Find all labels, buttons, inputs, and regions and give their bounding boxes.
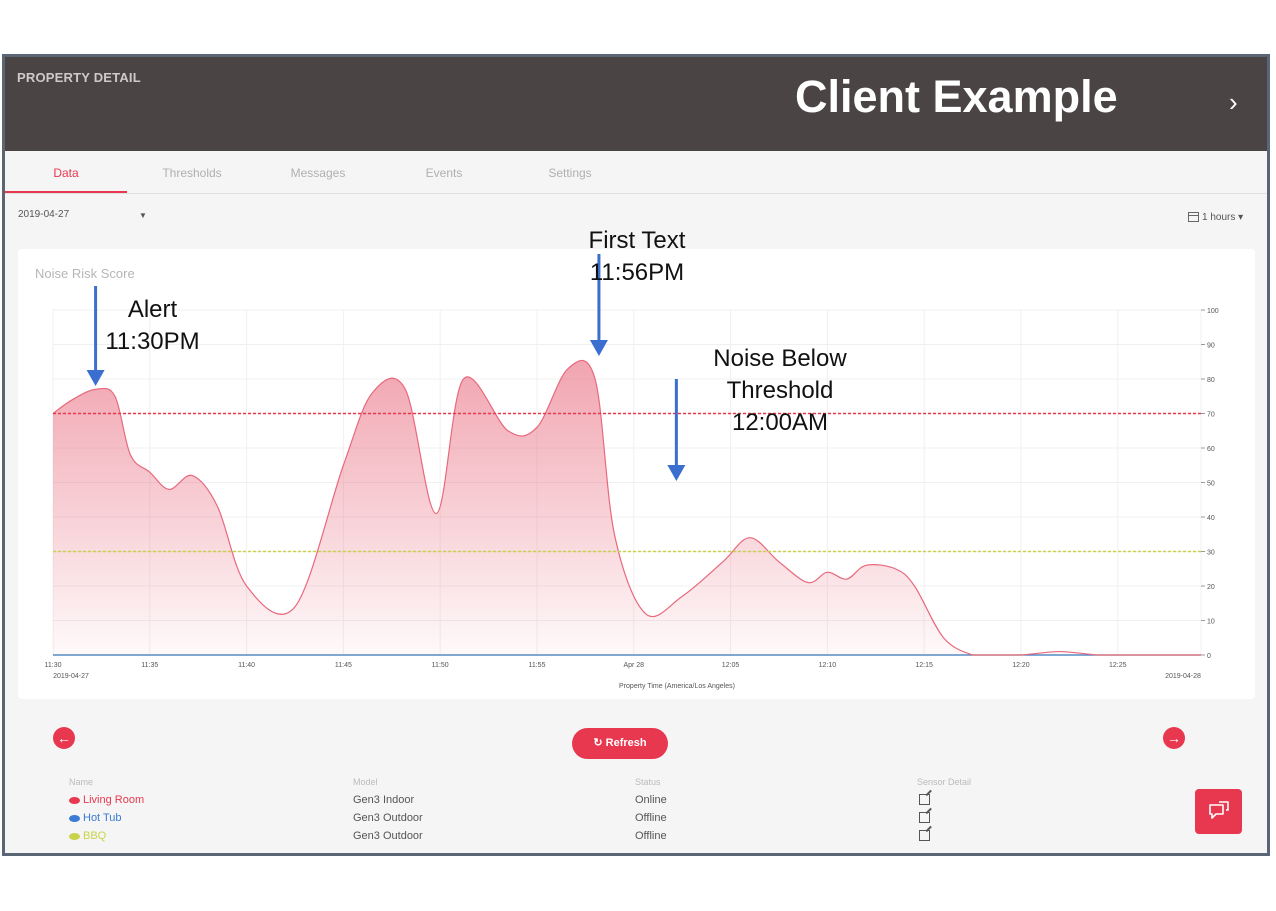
y-tick-label: 50 [1207, 481, 1215, 488]
x-tick-label: 12:10 [819, 662, 837, 669]
noise-below-annotation-line2: Threshold [726, 377, 834, 404]
date-select[interactable]: 2019-04-27 [18, 209, 70, 220]
eye-icon [69, 832, 80, 840]
chat-icon [1209, 801, 1229, 819]
y-tick-label: 0 [1207, 653, 1211, 660]
noise-below-annotation: Noise Below Threshold 12:00AM [695, 343, 865, 439]
tab-events[interactable]: Events [425, 166, 463, 180]
x-tick-label: 11:55 [528, 662, 545, 669]
alert-annotation-line2: 11:30PM [105, 328, 200, 355]
sensor-status: Online [635, 794, 667, 806]
alert-arrow-icon [86, 286, 105, 386]
sensor-model: Gen3 Outdoor [353, 830, 423, 842]
header-name: Name [69, 777, 94, 787]
series-line-living-room [52, 359, 1201, 656]
y-tick-label: 30 [1207, 550, 1215, 557]
noise-chart: 0 10 20 30 40 50 60 70 80 90 100 11:30 2019-04-27 11:… [45, 254, 1219, 690]
y-tick-label: 20 [1207, 584, 1215, 591]
y-tick-label: 90 [1207, 343, 1215, 350]
noise-below-annotation-line3: 12:00AM [731, 409, 829, 436]
edit-icon [919, 794, 930, 805]
x-tick-label: Apr 28 [623, 662, 644, 669]
first-text-annotation-line2: 11:56PM [589, 259, 685, 286]
x-tick-sublabel: 2019-04-27 [53, 673, 89, 680]
y-tick-label: 10 [1207, 619, 1215, 626]
x-tick-label: 12:05 [722, 662, 740, 669]
tab-data[interactable]: Data [5, 151, 127, 193]
sensor-name-label: Living Room [83, 794, 145, 806]
sensor-detail-link[interactable] [919, 812, 930, 826]
sensor-model: Gen3 Indoor [353, 794, 415, 806]
y-tick-label: 60 [1207, 446, 1215, 453]
sensor-name-hot-tub[interactable]: Hot Tub [69, 812, 122, 824]
y-tick-label: 70 [1207, 412, 1215, 419]
refresh-button[interactable]: ↻ Refresh [572, 728, 668, 759]
series-area-living-room [53, 360, 1201, 655]
next-arrow-icon[interactable]: → [1163, 727, 1185, 749]
caret-down-icon: ▼ [139, 211, 147, 220]
refresh-label: Refresh [605, 737, 647, 749]
chevron-right-icon[interactable]: › [1229, 87, 1238, 117]
client-example-label: Client Example [795, 71, 1118, 122]
x-tick-sublabel: 2019-04-28 [1165, 673, 1201, 680]
prev-arrow-icon[interactable]: ← [53, 727, 75, 749]
x-axis-label: Property Time (America/Los Angeles) [619, 683, 735, 690]
chart-title: Noise Risk Score [35, 266, 135, 281]
x-tick-label: 11:45 [335, 662, 352, 669]
y-tick-label: 100 [1207, 308, 1219, 315]
sensor-model: Gen3 Outdoor [353, 812, 423, 824]
range-select[interactable]: 1 hours ▾ [1188, 212, 1243, 223]
x-tick-label: 12:15 [915, 662, 933, 669]
eye-icon [69, 796, 80, 804]
y-tick-label: 40 [1207, 515, 1215, 522]
sensor-detail-link[interactable] [919, 794, 930, 808]
header-model: Model [353, 777, 378, 787]
alert-annotation-line1: Alert [127, 296, 178, 323]
sensor-detail-link[interactable] [919, 830, 930, 844]
y-tick-label: 80 [1207, 377, 1215, 384]
range-label: 1 hours ▾ [1202, 212, 1244, 223]
edit-icon [919, 812, 930, 823]
noise-below-annotation-line1: Noise Below [713, 345, 847, 372]
x-tick-label: 12:25 [1109, 662, 1127, 669]
sensor-name-label: Hot Tub [83, 812, 122, 824]
header-status: Status [635, 777, 661, 787]
sensor-name-living-room[interactable]: Living Room [69, 794, 144, 806]
header-bar: PROPERTY DETAIL Client Example › [5, 57, 1267, 151]
tab-bar: Data Thresholds Messages Events Settings [5, 151, 1267, 194]
x-tick-label: 11:50 [432, 662, 449, 669]
sensor-status: Offline [635, 830, 667, 842]
alert-annotation: Alert 11:30PM [90, 294, 215, 358]
first-text-annotation: First Text 11:56PM [567, 225, 707, 289]
x-tick-label: 11:40 [238, 662, 255, 669]
first-text-arrow-icon-head [589, 340, 608, 356]
edit-icon [919, 830, 930, 841]
x-tick-label: 12:20 [1012, 662, 1030, 669]
tab-settings[interactable]: Settings [548, 166, 592, 180]
x-tick-label: 11:30 [45, 662, 62, 669]
noise-below-arrow-icon-head [667, 465, 686, 481]
first-text-annotation-line1: First Text [588, 227, 686, 254]
header-sensor-detail: Sensor Detail [917, 777, 972, 787]
calendar-icon [1188, 212, 1199, 223]
refresh-icon: ↻ [593, 737, 606, 749]
sensor-name-label: BBQ [83, 830, 107, 842]
tab-thresholds[interactable]: Thresholds [162, 166, 222, 180]
app-frame: PROPERTY DETAIL Client Example › Data Th… [2, 54, 1270, 856]
page-title: PROPERTY DETAIL [17, 70, 141, 85]
eye-icon [69, 814, 80, 822]
first-text-arrow-icon [589, 254, 608, 356]
alert-arrow-icon-head [86, 370, 105, 386]
sensor-status: Offline [635, 812, 667, 824]
sensor-name-bbq[interactable]: BBQ [69, 830, 106, 842]
x-tick-label: 11:35 [141, 662, 158, 669]
noise-below-arrow-icon [667, 379, 686, 481]
tab-messages[interactable]: Messages [290, 166, 346, 180]
chat-button[interactable] [1195, 789, 1242, 834]
